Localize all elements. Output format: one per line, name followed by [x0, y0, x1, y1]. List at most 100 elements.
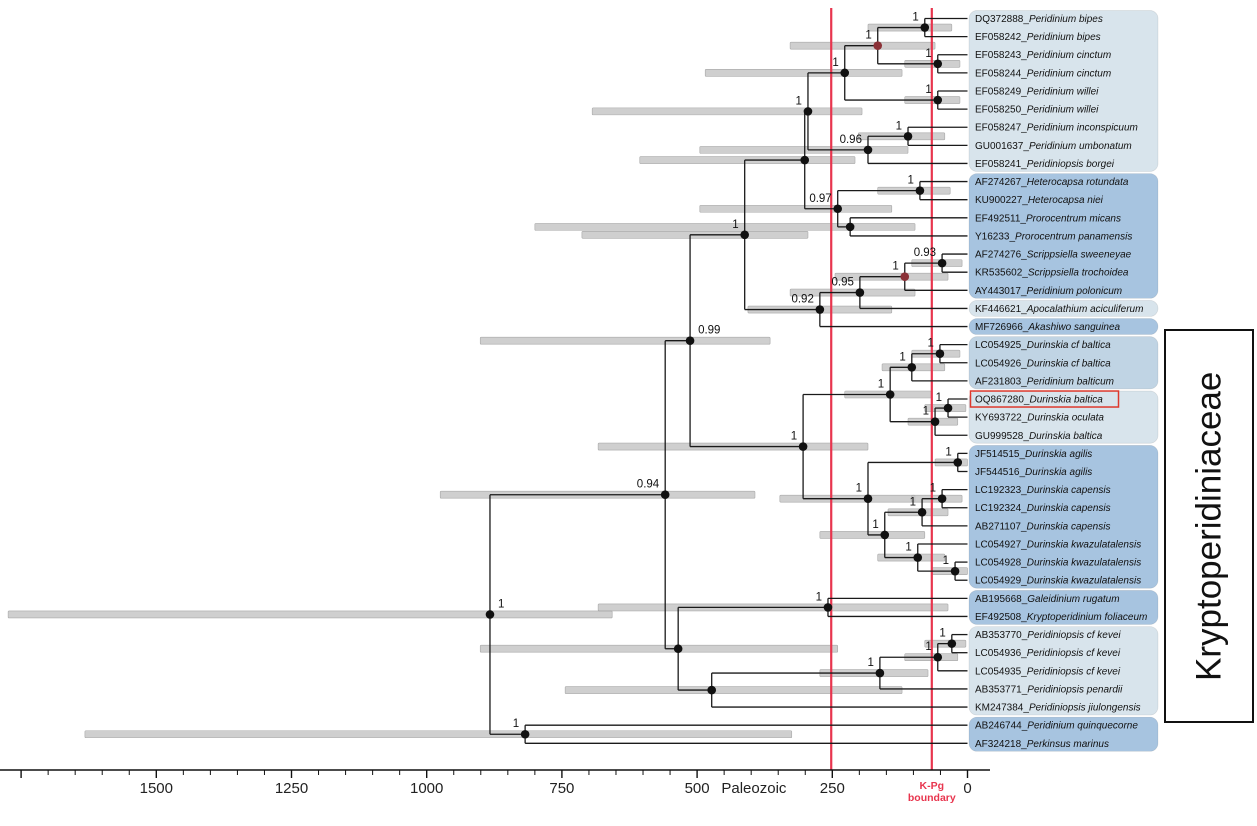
era-label: Paleozoic	[721, 780, 787, 797]
node-dot	[943, 403, 953, 413]
axis-tick-label: 250	[820, 780, 845, 797]
node-dot	[915, 186, 925, 195]
kpg-boundary-label-line1: K-Pg	[920, 780, 945, 792]
support-value: 1	[896, 120, 902, 132]
support-value: 1	[832, 57, 838, 69]
tip-label: KY693722_Durinskia oculata	[975, 413, 1104, 424]
taxa-group-box	[968, 716, 1159, 752]
support-value: 1	[943, 555, 949, 567]
tip-label: LC054935_Peridiniopsis cf kevei	[975, 666, 1121, 677]
tip-label: EF058244_Peridinium cinctum	[975, 68, 1111, 79]
support-value: 1	[796, 95, 802, 107]
node-dot	[920, 23, 930, 32]
tip-label: LC192323_Durinskia capensis	[975, 485, 1111, 496]
node-dot	[863, 494, 873, 503]
taxa-group-box	[968, 10, 1159, 172]
node-dot	[833, 204, 843, 214]
support-value: 0.94	[637, 479, 660, 491]
tip-label: OQ867280_Durinskia baltica	[975, 395, 1103, 406]
node-dot	[803, 107, 813, 116]
hpd-bar	[479, 644, 839, 653]
support-value: 1	[867, 657, 873, 669]
node-dot	[740, 230, 749, 240]
node-dot	[823, 603, 833, 612]
node-dot	[875, 668, 885, 678]
axis-tick-label: 1000	[410, 780, 443, 797]
hpd-bar	[7, 610, 613, 619]
support-value: 1	[908, 175, 914, 187]
tip-label: AF324218_Perkinsus marinus	[975, 739, 1109, 750]
node-dot	[917, 507, 927, 517]
support-value: 1	[498, 598, 504, 610]
tip-label: KU900227_Heterocapsa niei	[975, 195, 1104, 206]
tip-label: KM247384_Peridiniopsis jiulongensis	[975, 703, 1141, 714]
calibrated-node-dot	[873, 41, 883, 50]
tip-label: AB353771_Peridiniopsis penardii	[975, 684, 1123, 695]
support-value: 1	[899, 351, 905, 363]
node-dot	[815, 305, 825, 314]
node-dot	[950, 566, 960, 576]
tip-label: AF274267_Heterocapsa rotundata	[975, 177, 1129, 188]
node-dot	[933, 59, 943, 69]
tip-label: GU001637_Peridinium umbonatum	[975, 141, 1132, 152]
tip-label: LC054929_Durinskia kwazulatalensis	[975, 576, 1141, 587]
node-dot	[937, 258, 947, 268]
support-value: 1	[939, 628, 945, 640]
support-value: 1	[892, 261, 898, 273]
node-dot	[800, 155, 810, 165]
support-value: 1	[791, 431, 797, 443]
support-value: 1	[905, 542, 911, 554]
tip-label: EF492508_Kryptoperidinium foliaceum	[975, 612, 1147, 623]
tip-label: JF544516_Durinskia agilis	[975, 467, 1092, 478]
hpd-bar	[699, 204, 893, 213]
support-value: 1	[732, 219, 738, 231]
tip-label: LC192324_Durinskia capensis	[975, 503, 1111, 514]
highlighted-taxon-box	[969, 390, 1120, 408]
node-dot	[685, 336, 695, 345]
taxa-group-box	[968, 173, 1159, 299]
tip-label: EF058243_Peridinium cinctum	[975, 50, 1111, 61]
tip-label: LC054926_Durinskia cf baltica	[975, 358, 1111, 369]
support-value: 0.93	[914, 247, 936, 259]
taxa-group-box	[968, 336, 1159, 390]
tip-label: DQ372888_Peridinium bipes	[975, 14, 1103, 25]
hpd-bar	[534, 223, 916, 231]
kpg-boundary-label-line2: boundary	[908, 792, 956, 804]
support-value: 1	[878, 378, 884, 390]
hpd-bar	[699, 146, 909, 154]
tip-label: AF231803_Peridinium balticum	[975, 376, 1114, 387]
tip-label: AF274276_Scrippsiella sweeneyae	[975, 250, 1132, 261]
node-dot	[798, 442, 808, 451]
hpd-bar	[704, 69, 903, 77]
support-value: 1	[912, 12, 918, 24]
hpd-bar	[479, 336, 771, 345]
node-dot	[520, 729, 530, 739]
support-value: 1	[945, 446, 951, 458]
axis-tick-label: 500	[685, 780, 710, 797]
support-value: 1	[936, 392, 942, 404]
taxa-group-box	[968, 626, 1159, 716]
support-value: 1	[865, 30, 871, 42]
tip-label: EF058247_Peridinium inconspicuum	[975, 123, 1138, 134]
node-dot	[913, 553, 923, 562]
node-dot	[845, 222, 855, 232]
tip-label: EF058249_Peridinium willei	[975, 86, 1099, 97]
support-value: 1	[910, 496, 916, 508]
calibrated-node-dot	[900, 272, 910, 282]
node-dot	[885, 390, 895, 399]
tip-label: AY443017_Peridinium polonicum	[975, 286, 1122, 297]
tip-label: MF726966_Akashiwo sanguinea	[975, 322, 1121, 333]
node-dot	[863, 145, 873, 155]
tip-label: GU999528_Durinskia baltica	[975, 431, 1103, 442]
family-label: Kryptoperidiniaceae	[1189, 371, 1229, 681]
node-dot	[933, 652, 943, 662]
support-value: 0.96	[840, 134, 862, 146]
taxa-group-box	[968, 589, 1159, 625]
tip-label: AB353770_Peridiniopsis cf kevei	[975, 630, 1121, 641]
taxa-group-box	[968, 318, 1159, 335]
node-dot	[947, 639, 957, 648]
node-dot	[855, 288, 865, 297]
node-dot	[660, 490, 670, 500]
hpd-bar	[591, 107, 863, 116]
